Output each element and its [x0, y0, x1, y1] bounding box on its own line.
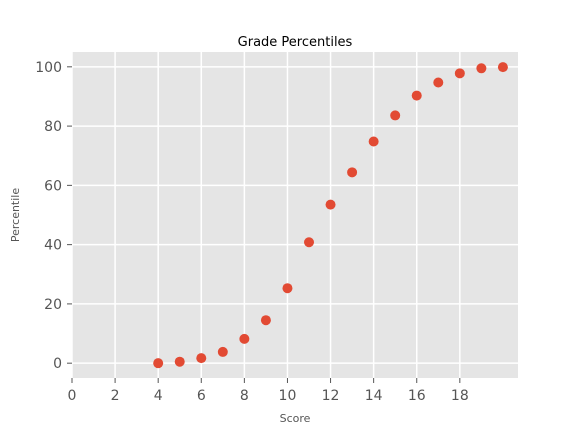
- data-point: [217, 346, 228, 357]
- data-point: [282, 283, 293, 294]
- axis-ticks: 0 2 4 6 8 10 12 14 16 18 0 20 40 60 80 100: [35, 60, 468, 404]
- data-point: [239, 333, 250, 344]
- data-point: [433, 77, 444, 88]
- plot-background: [72, 52, 518, 378]
- data-point: [325, 199, 336, 210]
- data-points: [153, 62, 508, 369]
- chart-title: Grade Percentiles: [238, 35, 353, 50]
- y-tick-label: 100: [35, 60, 62, 76]
- data-point: [196, 353, 207, 364]
- y-axis-label: Percentile: [9, 188, 22, 243]
- x-tick-label: 10: [279, 388, 297, 404]
- y-tick-label: 40: [44, 238, 62, 254]
- x-tick-label: 16: [408, 388, 426, 404]
- x-tick-label: 8: [240, 388, 249, 404]
- data-point: [454, 68, 465, 79]
- y-tick-label: 0: [53, 356, 62, 372]
- y-tick-label: 60: [44, 178, 62, 194]
- x-tick-label: 14: [365, 388, 383, 404]
- data-point: [347, 167, 358, 178]
- data-point: [153, 358, 164, 369]
- x-tick-label: 4: [154, 388, 163, 404]
- data-point: [260, 315, 271, 326]
- x-axis-label: Score: [280, 412, 311, 425]
- data-point: [497, 62, 508, 73]
- data-point: [304, 237, 315, 248]
- x-tick-label: 0: [68, 388, 77, 404]
- data-point: [174, 356, 185, 367]
- y-tick-label: 20: [44, 297, 62, 313]
- x-tick-label: 18: [451, 388, 469, 404]
- data-point: [368, 136, 379, 147]
- y-tick-label: 80: [44, 119, 62, 135]
- x-tick-label: 6: [197, 388, 206, 404]
- data-point: [411, 90, 422, 101]
- x-tick-label: 12: [322, 388, 340, 404]
- data-point: [476, 63, 487, 74]
- grid-lines: [71, 52, 518, 378]
- x-tick-label: 2: [111, 388, 120, 404]
- data-point: [390, 110, 401, 121]
